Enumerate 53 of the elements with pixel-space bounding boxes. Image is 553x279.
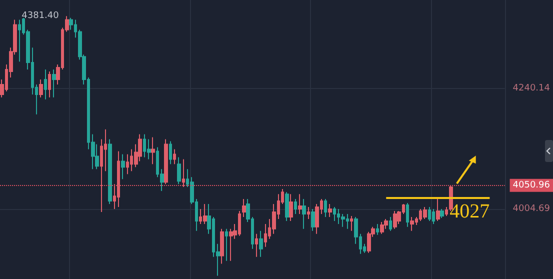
candlestick <box>259 230 263 258</box>
candlestick <box>164 138 168 185</box>
candlestick <box>324 198 327 218</box>
candlestick <box>410 216 414 232</box>
candlestick <box>169 140 172 165</box>
candlestick <box>436 198 440 222</box>
candlestick <box>445 206 448 216</box>
candlestick <box>18 19 21 62</box>
candlestick <box>225 228 228 262</box>
candlestick <box>117 150 120 208</box>
candlestick <box>121 154 125 180</box>
candlestick <box>44 69 47 100</box>
candlestick <box>177 156 181 185</box>
candlestick <box>203 204 207 224</box>
candlestick <box>428 206 431 222</box>
candlestick <box>432 208 435 224</box>
candlestick <box>264 223 267 248</box>
candlestick <box>376 223 379 236</box>
candlestick <box>48 71 51 98</box>
candlestick <box>173 148 176 165</box>
candlestick <box>328 204 332 218</box>
candlestick <box>367 231 371 254</box>
y-tick-label: 4240.14 <box>512 83 550 94</box>
ref-line-label: 4027 <box>450 200 490 223</box>
candlestick <box>108 138 112 205</box>
candlestick <box>289 194 293 222</box>
candlestick <box>302 198 306 230</box>
candlestick <box>350 215 353 232</box>
candlestick <box>341 213 345 228</box>
candlestick <box>52 69 56 98</box>
candlestick <box>307 206 310 220</box>
candlestick <box>242 198 246 218</box>
candlestick <box>311 208 315 232</box>
candlestick <box>423 206 427 220</box>
candlestick <box>294 198 297 214</box>
candlestick <box>285 192 289 222</box>
candlestick <box>39 79 43 98</box>
candlestick <box>255 233 258 258</box>
annotation: 4381.40 <box>22 11 60 22</box>
candlestick <box>389 216 392 232</box>
candlestick <box>151 136 155 165</box>
candlestick <box>393 210 397 230</box>
candlestick <box>406 202 409 228</box>
candlestick <box>440 208 444 218</box>
y-tick-label: 4004.69 <box>512 204 550 214</box>
candlestick <box>182 158 185 188</box>
candlestick <box>380 221 384 234</box>
candlestick <box>229 228 233 262</box>
candlestick <box>298 194 302 214</box>
ref-line-label: 4050.96 <box>512 180 550 190</box>
candlestick <box>333 206 336 222</box>
candlestick <box>147 138 151 160</box>
candlestick <box>220 228 224 264</box>
